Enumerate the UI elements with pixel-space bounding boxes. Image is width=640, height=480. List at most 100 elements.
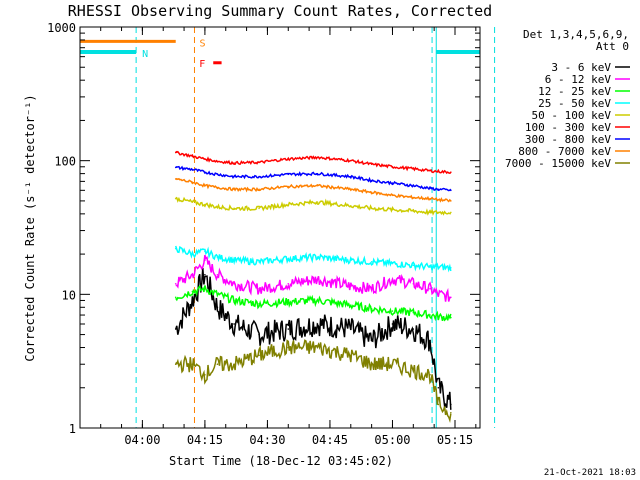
series-point (191, 363, 194, 366)
series-point (437, 170, 440, 173)
series-point (191, 290, 194, 293)
x-tick-label: 04:15 (187, 433, 223, 447)
series-point (316, 323, 319, 325)
series-point (450, 411, 452, 414)
plot-area: N SF (80, 27, 496, 428)
series-point (287, 282, 290, 285)
series-point (287, 328, 290, 330)
series-point (204, 274, 206, 276)
series-point (204, 250, 206, 253)
x-tick-label: 04:45 (312, 433, 348, 447)
series-point (391, 182, 394, 184)
legend-header-line-2: Att 0 (596, 40, 629, 53)
series-point (258, 354, 260, 357)
series-point (437, 198, 440, 201)
series-point (429, 197, 431, 200)
series-point (287, 185, 290, 188)
series-point (204, 171, 206, 173)
legend-label: 100 - 300 keV (525, 121, 611, 134)
series-point (370, 191, 373, 194)
series-point (437, 293, 440, 296)
y-tick-label: 100 (54, 155, 76, 169)
series-point (412, 210, 415, 212)
series-point (412, 184, 415, 187)
legend-label: 6 - 12 keV (545, 73, 612, 86)
series-point (216, 256, 219, 258)
series-point (316, 184, 319, 187)
series-point (370, 261, 373, 263)
series-point (233, 162, 235, 164)
legend-label: 800 - 7000 keV (518, 145, 611, 158)
x-tick-label: 04:30 (249, 433, 285, 447)
series-1 (174, 268, 452, 410)
series-point (174, 151, 177, 154)
series-point (316, 299, 319, 302)
series-point (412, 196, 415, 199)
series-point (370, 163, 373, 166)
series-point (450, 189, 452, 192)
series-point (233, 323, 235, 325)
series-point (174, 363, 177, 366)
saa-marker-label: S (199, 38, 205, 49)
series-point (174, 296, 177, 299)
series-point (370, 288, 373, 290)
series-line (175, 177, 452, 203)
series-point (287, 173, 290, 176)
series-line (175, 339, 452, 423)
legend-label: 12 - 25 keV (538, 85, 611, 98)
legend-label: 7000 - 15000 keV (505, 157, 611, 170)
legend-label: 25 - 50 keV (538, 97, 611, 110)
series-point (216, 206, 219, 208)
series-point (204, 203, 206, 206)
series-point (391, 262, 394, 265)
series-line (174, 245, 452, 273)
series-point (437, 211, 440, 214)
series-point (287, 203, 290, 206)
x-tick-label: 04:00 (124, 433, 160, 447)
series-point (391, 194, 394, 197)
series-point (429, 339, 431, 342)
series-point (191, 274, 194, 276)
series-point (450, 266, 452, 269)
series-point (216, 363, 219, 366)
series-2 (174, 254, 452, 302)
series-point (412, 369, 415, 372)
plot-frame (79, 26, 481, 429)
series-point (216, 160, 219, 163)
series-line (175, 254, 452, 302)
series-point (391, 323, 394, 325)
series-point (391, 310, 394, 312)
series-point (287, 346, 290, 349)
x-axis-label: Start Time (18-Dec-12 03:45:02) (169, 454, 393, 468)
series-5 (174, 196, 452, 216)
x-tick-label: 05:15 (437, 433, 473, 447)
series-point (370, 307, 373, 310)
series-line (175, 150, 452, 175)
series-point (429, 314, 431, 316)
series-point (287, 257, 290, 260)
series-line (175, 165, 452, 192)
legend-label: 300 - 800 keV (525, 133, 611, 146)
series-point (174, 282, 177, 285)
series-point (391, 208, 394, 211)
series-point (216, 306, 219, 309)
series-point (429, 288, 431, 290)
series-point (258, 188, 260, 191)
series-point (412, 282, 415, 285)
series-point (450, 211, 452, 214)
series-point (349, 304, 352, 306)
series-point (258, 261, 260, 263)
series-line (175, 284, 452, 322)
series-point (450, 296, 452, 299)
series-point (450, 171, 452, 173)
series-point (349, 175, 352, 178)
series-9 (174, 339, 452, 423)
series-point (412, 311, 415, 314)
series-point (204, 288, 206, 290)
series-point (429, 266, 431, 268)
series-point (450, 200, 452, 202)
series-point (370, 179, 373, 182)
